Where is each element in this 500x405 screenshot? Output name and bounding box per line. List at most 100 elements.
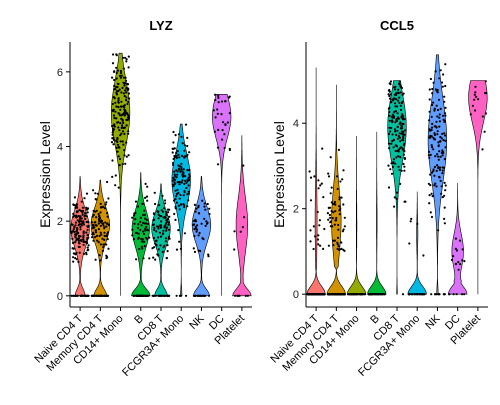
data-point xyxy=(455,293,458,296)
data-point xyxy=(85,192,89,195)
data-point xyxy=(316,210,319,214)
violin-ccl5-b xyxy=(367,131,387,295)
data-point xyxy=(148,257,151,260)
data-point xyxy=(469,113,472,116)
data-point xyxy=(410,217,413,220)
x-tick-label-b: B xyxy=(368,313,382,327)
data-point xyxy=(82,236,85,239)
data-point xyxy=(75,214,78,217)
data-point xyxy=(75,216,78,219)
data-point xyxy=(126,102,129,106)
data-point xyxy=(176,173,179,176)
data-point xyxy=(334,219,337,222)
data-point xyxy=(401,293,405,296)
data-point xyxy=(173,181,176,184)
data-point xyxy=(399,91,402,94)
data-point xyxy=(103,227,106,230)
data-point xyxy=(463,260,466,263)
data-point xyxy=(118,164,121,167)
data-point xyxy=(429,184,432,187)
data-point xyxy=(427,154,430,157)
data-point xyxy=(437,155,440,158)
data-point xyxy=(333,239,336,242)
data-point xyxy=(72,215,75,218)
data-point xyxy=(184,123,188,126)
data-point xyxy=(389,80,393,83)
data-point xyxy=(71,241,75,244)
data-point xyxy=(111,131,114,134)
data-point xyxy=(394,110,397,113)
data-point xyxy=(398,96,401,99)
data-point xyxy=(438,125,441,128)
data-point xyxy=(123,110,127,113)
data-point xyxy=(167,223,170,226)
data-point xyxy=(107,231,110,234)
data-point xyxy=(86,236,89,240)
data-point xyxy=(216,108,219,111)
data-point xyxy=(221,129,224,132)
data-point xyxy=(75,294,78,297)
points-lyz-fcgr3a-mono xyxy=(171,123,191,297)
data-point xyxy=(120,74,123,77)
data-point xyxy=(357,293,360,296)
data-point xyxy=(309,176,313,179)
data-point xyxy=(390,101,393,104)
data-point xyxy=(399,140,402,143)
data-point xyxy=(402,162,405,166)
data-point xyxy=(208,212,211,216)
data-point xyxy=(106,180,109,184)
data-point xyxy=(338,205,341,208)
data-point xyxy=(391,113,394,116)
data-point xyxy=(145,222,148,225)
data-point xyxy=(111,137,114,140)
data-point xyxy=(174,189,177,192)
data-point xyxy=(91,236,94,239)
data-point xyxy=(330,186,333,189)
data-point xyxy=(171,179,174,182)
data-point xyxy=(154,242,157,245)
data-point xyxy=(442,139,445,142)
data-point xyxy=(175,294,178,297)
data-point xyxy=(436,133,439,136)
data-point xyxy=(119,108,122,111)
data-point xyxy=(390,162,393,165)
data-point xyxy=(335,216,338,220)
data-point xyxy=(340,247,343,250)
data-point xyxy=(441,85,444,88)
data-point xyxy=(336,175,339,178)
data-point xyxy=(393,205,396,208)
points-ccl5-cd14-mono xyxy=(346,293,367,296)
data-point xyxy=(175,195,178,198)
data-point xyxy=(92,213,95,216)
data-point xyxy=(388,97,392,100)
data-point xyxy=(401,133,404,136)
data-point xyxy=(174,218,177,221)
data-point xyxy=(187,190,190,193)
data-point xyxy=(123,154,126,157)
data-point xyxy=(116,138,119,141)
data-point xyxy=(437,229,440,232)
data-point xyxy=(99,206,102,209)
data-point xyxy=(135,258,138,261)
data-point xyxy=(429,134,432,137)
data-point xyxy=(443,132,446,135)
data-point xyxy=(388,110,391,114)
data-point xyxy=(226,121,229,124)
data-point xyxy=(143,245,146,248)
data-point xyxy=(172,161,175,165)
data-point xyxy=(79,226,82,229)
data-point xyxy=(433,293,437,296)
data-point xyxy=(228,148,231,152)
data-point xyxy=(146,199,149,202)
data-point xyxy=(433,165,436,169)
violin-lyz-cd8-t xyxy=(151,183,171,297)
data-point xyxy=(203,202,206,205)
data-point xyxy=(179,247,182,250)
data-point xyxy=(353,293,356,296)
data-point xyxy=(396,112,399,115)
data-point xyxy=(167,235,171,238)
data-point xyxy=(162,207,166,210)
data-point xyxy=(244,294,247,297)
data-point xyxy=(224,100,227,103)
